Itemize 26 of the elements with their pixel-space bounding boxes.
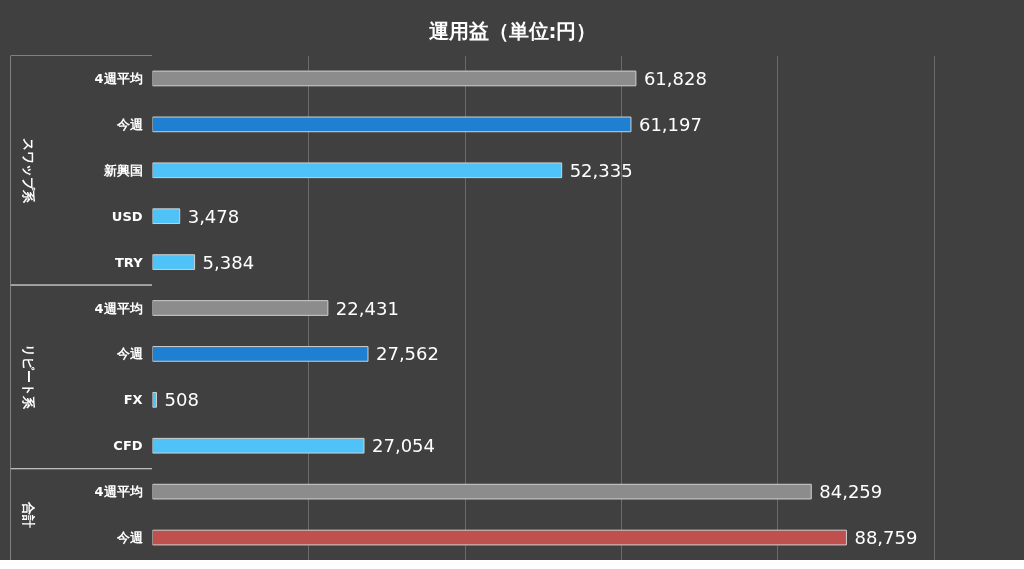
y-tick-label: 4週平均 xyxy=(94,70,143,86)
data-label: 88,759 xyxy=(854,527,918,549)
data-label: 61,197 xyxy=(638,113,702,135)
text: リピート系 xyxy=(21,344,37,411)
data-label: 27,562 xyxy=(375,343,439,365)
data-label: 3,478 xyxy=(187,205,240,227)
data-label: 5,384 xyxy=(202,251,255,273)
data-label: 27,054 xyxy=(372,435,435,457)
data-label: 22,431 xyxy=(335,297,399,319)
y-tick-label: USD xyxy=(111,208,143,224)
y-tick-label: FX xyxy=(123,392,143,408)
data-label: 508 xyxy=(164,389,199,411)
y-tick-label: CFD xyxy=(113,438,143,454)
y-tick-label: 今週 xyxy=(115,116,144,132)
text: 合計 xyxy=(21,500,37,528)
y-tick-label: 今週 xyxy=(115,530,144,546)
data-label: 84,259 xyxy=(819,481,883,503)
y-tick-label: 4週平均 xyxy=(94,300,143,316)
chart-title: 運用益（単位:円） xyxy=(427,18,597,43)
y-tick-label: 新興国 xyxy=(102,162,143,178)
data-label: 52,335 xyxy=(569,159,633,181)
y-tick-label: 今週 xyxy=(115,346,144,362)
y-tick-label: 4週平均 xyxy=(94,484,143,500)
text: スワップ系 xyxy=(21,137,37,204)
y-tick-label: TRY xyxy=(114,254,144,270)
data-label: 61,828 xyxy=(643,67,707,89)
